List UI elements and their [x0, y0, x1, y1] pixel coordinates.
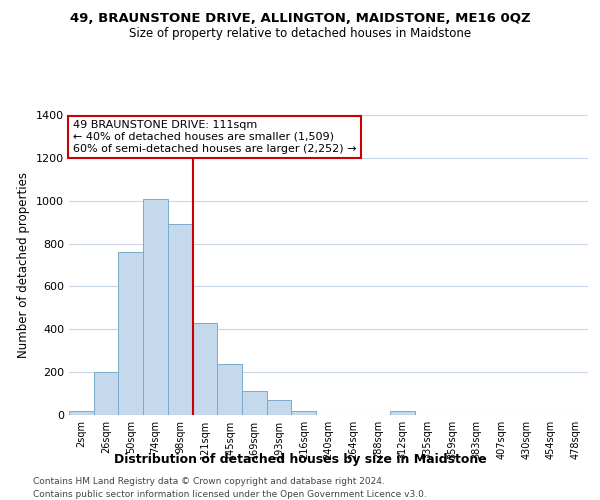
Bar — [390, 410, 415, 415]
Text: 49, BRAUNSTONE DRIVE, ALLINGTON, MAIDSTONE, ME16 0QZ: 49, BRAUNSTONE DRIVE, ALLINGTON, MAIDSTO… — [70, 12, 530, 26]
Text: 49 BRAUNSTONE DRIVE: 111sqm
← 40% of detached houses are smaller (1,509)
60% of : 49 BRAUNSTONE DRIVE: 111sqm ← 40% of det… — [73, 120, 356, 154]
Text: Contains HM Land Registry data © Crown copyright and database right 2024.: Contains HM Land Registry data © Crown c… — [33, 478, 385, 486]
Bar — [143, 198, 168, 415]
Bar — [94, 372, 118, 415]
Bar — [168, 224, 193, 415]
Bar — [118, 252, 143, 415]
Y-axis label: Number of detached properties: Number of detached properties — [17, 172, 31, 358]
Bar — [69, 410, 94, 415]
Bar — [217, 364, 242, 415]
Text: Size of property relative to detached houses in Maidstone: Size of property relative to detached ho… — [129, 28, 471, 40]
Bar — [242, 392, 267, 415]
Bar — [292, 410, 316, 415]
Bar — [193, 323, 217, 415]
Bar — [267, 400, 292, 415]
Text: Contains public sector information licensed under the Open Government Licence v3: Contains public sector information licen… — [33, 490, 427, 499]
Text: Distribution of detached houses by size in Maidstone: Distribution of detached houses by size … — [113, 452, 487, 466]
